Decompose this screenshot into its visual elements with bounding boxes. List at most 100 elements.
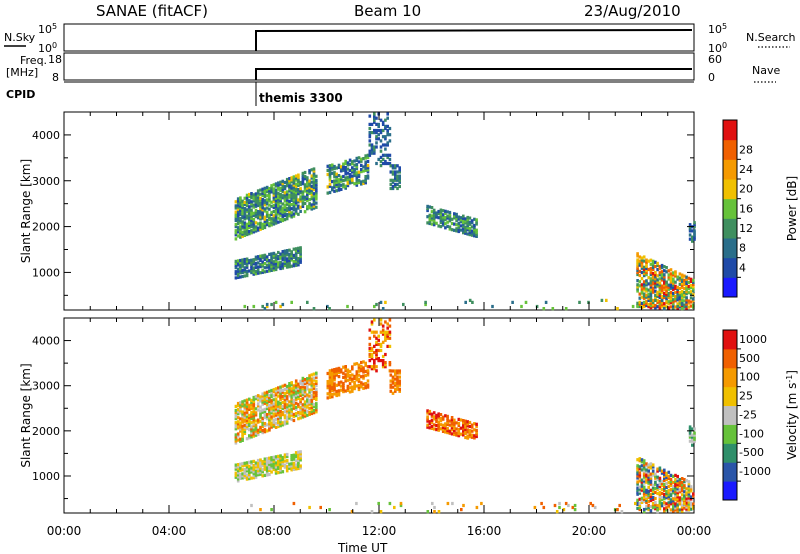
data-cell bbox=[248, 259, 251, 263]
data-cell bbox=[283, 420, 287, 424]
data-cell bbox=[692, 285, 695, 289]
data-cell bbox=[642, 459, 646, 463]
data-cell bbox=[303, 201, 307, 205]
data-cell bbox=[283, 180, 287, 185]
data-cell bbox=[685, 279, 688, 283]
data-cell bbox=[642, 288, 646, 292]
data-cell bbox=[303, 410, 307, 414]
data-cell bbox=[256, 191, 260, 195]
data-cell bbox=[642, 479, 646, 483]
data-cell bbox=[692, 293, 695, 297]
data-cell bbox=[464, 221, 467, 225]
colorbar-tick-label: 4 bbox=[739, 261, 746, 274]
data-cell bbox=[250, 196, 253, 200]
x-tick-label: 00:00 bbox=[47, 524, 82, 538]
data-cell bbox=[270, 395, 273, 399]
data-cell bbox=[274, 198, 278, 202]
frequency-trace bbox=[255, 68, 692, 80]
data-cell bbox=[656, 294, 659, 298]
data-cell bbox=[279, 389, 282, 393]
data-cell bbox=[274, 217, 278, 221]
data-cell bbox=[362, 370, 365, 374]
data-cell bbox=[433, 505, 436, 510]
data-cell bbox=[364, 363, 367, 367]
data-cell bbox=[294, 411, 298, 416]
data-cell bbox=[306, 387, 309, 391]
data-cell bbox=[254, 210, 258, 215]
data-cell bbox=[669, 284, 673, 288]
data-cell bbox=[676, 483, 679, 487]
data-cell bbox=[453, 422, 456, 426]
data-cell bbox=[687, 305, 691, 309]
data-cell bbox=[654, 275, 657, 279]
data-cell bbox=[290, 411, 293, 415]
data-cell bbox=[333, 183, 336, 187]
data-cell bbox=[366, 365, 370, 369]
data-cell bbox=[344, 373, 347, 377]
data-cell bbox=[248, 201, 251, 205]
data-cell bbox=[687, 287, 691, 291]
data-cell bbox=[355, 171, 359, 175]
data-cell bbox=[277, 414, 280, 418]
data-cell bbox=[259, 258, 262, 262]
data-cell bbox=[692, 297, 695, 301]
data-cell bbox=[288, 185, 291, 189]
data-cell bbox=[346, 161, 350, 165]
data-cell bbox=[252, 472, 256, 476]
data-cell bbox=[660, 483, 664, 487]
data-cell bbox=[239, 267, 242, 271]
data-cell bbox=[645, 273, 648, 277]
data-cell bbox=[658, 285, 662, 289]
data-cell bbox=[281, 179, 285, 183]
data-cell bbox=[360, 375, 363, 379]
data-cell bbox=[288, 408, 291, 412]
data-cell bbox=[450, 228, 454, 232]
data-cell bbox=[239, 474, 242, 478]
data-cell bbox=[281, 396, 285, 400]
data-cell bbox=[667, 277, 671, 281]
cpid-value: themis 3300 bbox=[259, 91, 343, 105]
data-cell bbox=[297, 257, 300, 261]
data-cell bbox=[638, 259, 642, 263]
freq-label-1: Freq. bbox=[20, 54, 47, 67]
data-cell bbox=[268, 458, 271, 462]
data-cell bbox=[254, 261, 258, 265]
data-cell bbox=[299, 458, 302, 462]
data-cell bbox=[245, 418, 249, 422]
data-cell bbox=[366, 170, 370, 174]
data-cell bbox=[351, 176, 354, 180]
data-cell bbox=[366, 174, 370, 178]
data-cell bbox=[645, 268, 648, 273]
data-cell bbox=[294, 176, 298, 180]
data-cell bbox=[386, 161, 389, 166]
data-cell bbox=[645, 470, 648, 474]
data-cell bbox=[252, 402, 256, 406]
data-cell bbox=[676, 489, 679, 493]
data-cell bbox=[335, 391, 338, 395]
data-cell bbox=[689, 300, 693, 304]
data-cell bbox=[243, 411, 247, 415]
data-cell bbox=[310, 411, 314, 416]
data-cell bbox=[685, 491, 688, 495]
data-cell bbox=[297, 246, 300, 250]
data-cell bbox=[678, 305, 682, 309]
data-cell bbox=[294, 405, 298, 409]
data-cell bbox=[379, 159, 383, 164]
data-cell bbox=[685, 493, 688, 497]
data-cell bbox=[274, 211, 278, 215]
data-cell bbox=[663, 474, 666, 478]
data-cell bbox=[542, 505, 546, 510]
data-cell bbox=[360, 366, 363, 371]
data-cell bbox=[285, 261, 289, 265]
data-cell bbox=[640, 488, 644, 492]
data-cell bbox=[651, 305, 655, 309]
data-cell bbox=[339, 175, 343, 179]
data-cell bbox=[339, 165, 343, 169]
data-cell bbox=[360, 170, 363, 174]
data-cell bbox=[667, 501, 671, 505]
data-cell bbox=[290, 395, 293, 399]
data-cell bbox=[252, 465, 256, 470]
data-cell bbox=[239, 212, 242, 217]
data-cell bbox=[647, 267, 650, 272]
data-cell bbox=[636, 498, 639, 502]
